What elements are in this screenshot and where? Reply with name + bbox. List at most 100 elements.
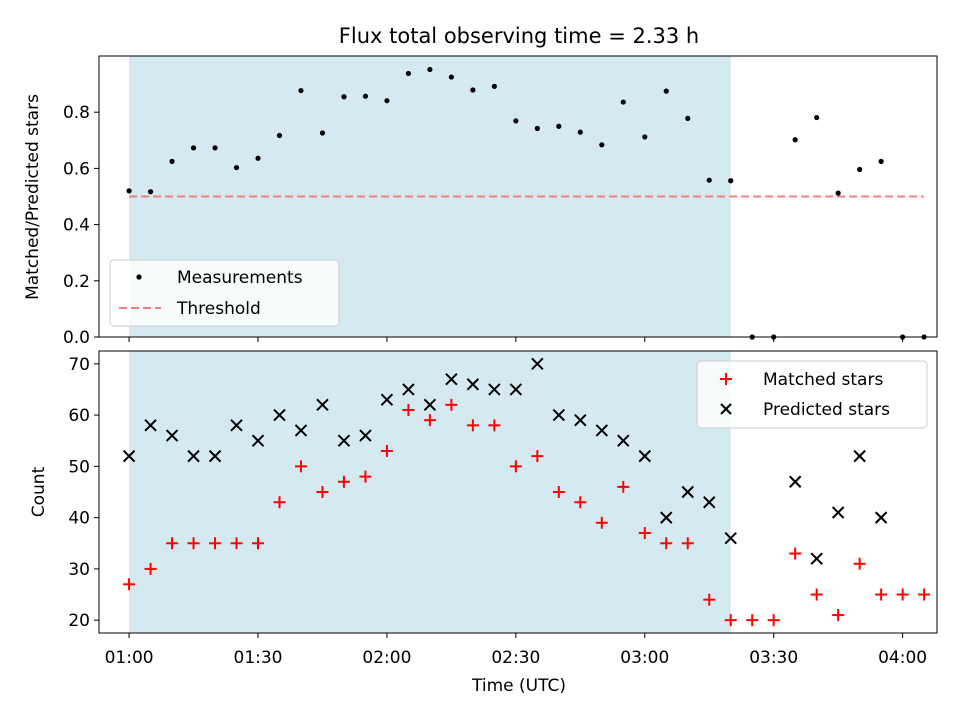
top-y-axis-label: Matched/Predicted stars [23,94,43,300]
matched-star-point [810,588,823,601]
measurement-point [341,94,347,100]
top-x-ticks [128,337,904,342]
measurement-point [276,132,283,139]
predicted-star-point [251,434,265,447]
measurement-point [448,74,454,80]
y-tick-label: 60 [68,406,90,426]
predicted-star-point [660,511,673,524]
x-tick-label: 01:00 [105,648,154,668]
predicted-star-point [423,398,437,412]
measurement-point [384,98,390,104]
predicted-star-point [574,414,587,427]
predicted-star-point-b [380,393,394,406]
measurement-point [491,83,497,89]
measurement-point [878,158,884,164]
matched-star-point [209,537,222,550]
predicted-star-point-b [402,383,415,396]
predicted-star-point-b [638,449,651,463]
predicted-star-point [595,424,609,437]
matched-star-point [509,460,522,473]
predicted-star-point-b [703,496,716,509]
predicted-star-point-b [273,408,286,422]
chart-title: Flux total observing time = 2.33 h [339,24,699,48]
y-tick-label: 0.8 [63,103,90,123]
predicted-star-point [466,378,480,391]
measurement-point [470,87,476,93]
measurement-point [620,99,626,105]
matched-stars-legend-marker [720,373,732,385]
predicted-star-point-b [810,552,823,565]
predicted-star-point [337,434,351,447]
matched-star-point [896,588,909,601]
predicted-star-point [552,408,566,422]
matched-star-point [166,537,179,550]
measurement-point [728,178,734,184]
predicted-star-point [724,531,737,545]
matched-star-point [273,496,286,509]
x-tick-label: 03:00 [620,648,669,668]
matched-star-point [703,593,716,606]
matched-star-point [359,470,372,483]
predicted-star-point-b [531,357,544,371]
predicted-star-point-b [660,511,673,524]
predicted-stars-legend-marker [720,403,732,415]
predicted-star-point-b [165,429,179,442]
x-tick-label: 04:00 [878,648,927,668]
measurement-point [599,142,605,148]
x-tick-label: 03:30 [749,648,798,668]
predicted-star-point [165,429,179,442]
matched-star-point [789,547,802,560]
predicted-star-point-b [853,449,866,463]
matched-star-point [380,444,393,457]
predicted-star-point [359,429,372,442]
predicted-star-point-b [294,424,308,437]
matched-star-point [316,486,329,498]
matched-star-point [123,578,136,591]
x-tick-label: 02:30 [491,648,540,668]
y-tick-label: 20 [68,611,90,631]
matched-star-point [746,614,759,627]
top-y-ticks: 0.0 0.2 0.4 0.6 0.8 [63,103,99,348]
measurement-point [126,188,132,194]
measurement-point [792,137,798,143]
predicted-star-point [810,552,823,565]
measurement-point [169,158,175,164]
predicted-star-point-b [251,434,265,447]
predicted-star-point-b [187,449,200,463]
matched-star-point [423,414,436,427]
matched-star-point [488,419,501,432]
x-axis-label: Time (UTC) [471,676,566,696]
measurements-legend-marker [136,274,142,280]
predicted-star-point [531,357,544,371]
predicted-star-points [122,357,888,565]
bottom-y-ticks: 20 30 40 50 60 70 [68,355,99,631]
matched-star-point [252,537,265,550]
predicted-star-point [638,449,651,463]
matched-star-point [875,588,888,601]
predicted-star-point [402,383,415,396]
predicted-star-point-b [509,383,523,396]
measurement-point [513,118,519,124]
measurement-point [319,130,326,136]
predicted-star-point-b [788,475,802,488]
measurement-point [556,123,562,129]
legend-label-measurements: Measurements [177,268,303,288]
matched-star-point [853,557,866,570]
matched-star-point [187,537,200,550]
predicted-star-point-b [316,398,329,412]
bottom-panel: 20 30 40 50 60 70 01:00 01:30 02:00 02:30 03:00 03… [29,350,938,696]
y-tick-label: 0.4 [63,216,90,236]
matched-star-point [595,516,608,529]
y-tick-label: 70 [68,355,90,375]
bottom-legend-box [696,360,928,429]
matched-star-point [832,609,845,622]
bottom-legend: Matched stars Predicted stars [696,360,928,429]
predicted-star-point [316,398,329,412]
measurement-point [147,189,154,195]
predicted-star-point-b [122,449,136,463]
matched-star-point [724,614,737,627]
predicted-star-point-b [552,408,566,422]
measurement-point [298,87,304,94]
matched-star-point [617,480,630,493]
predicted-star-point-b [445,372,458,386]
